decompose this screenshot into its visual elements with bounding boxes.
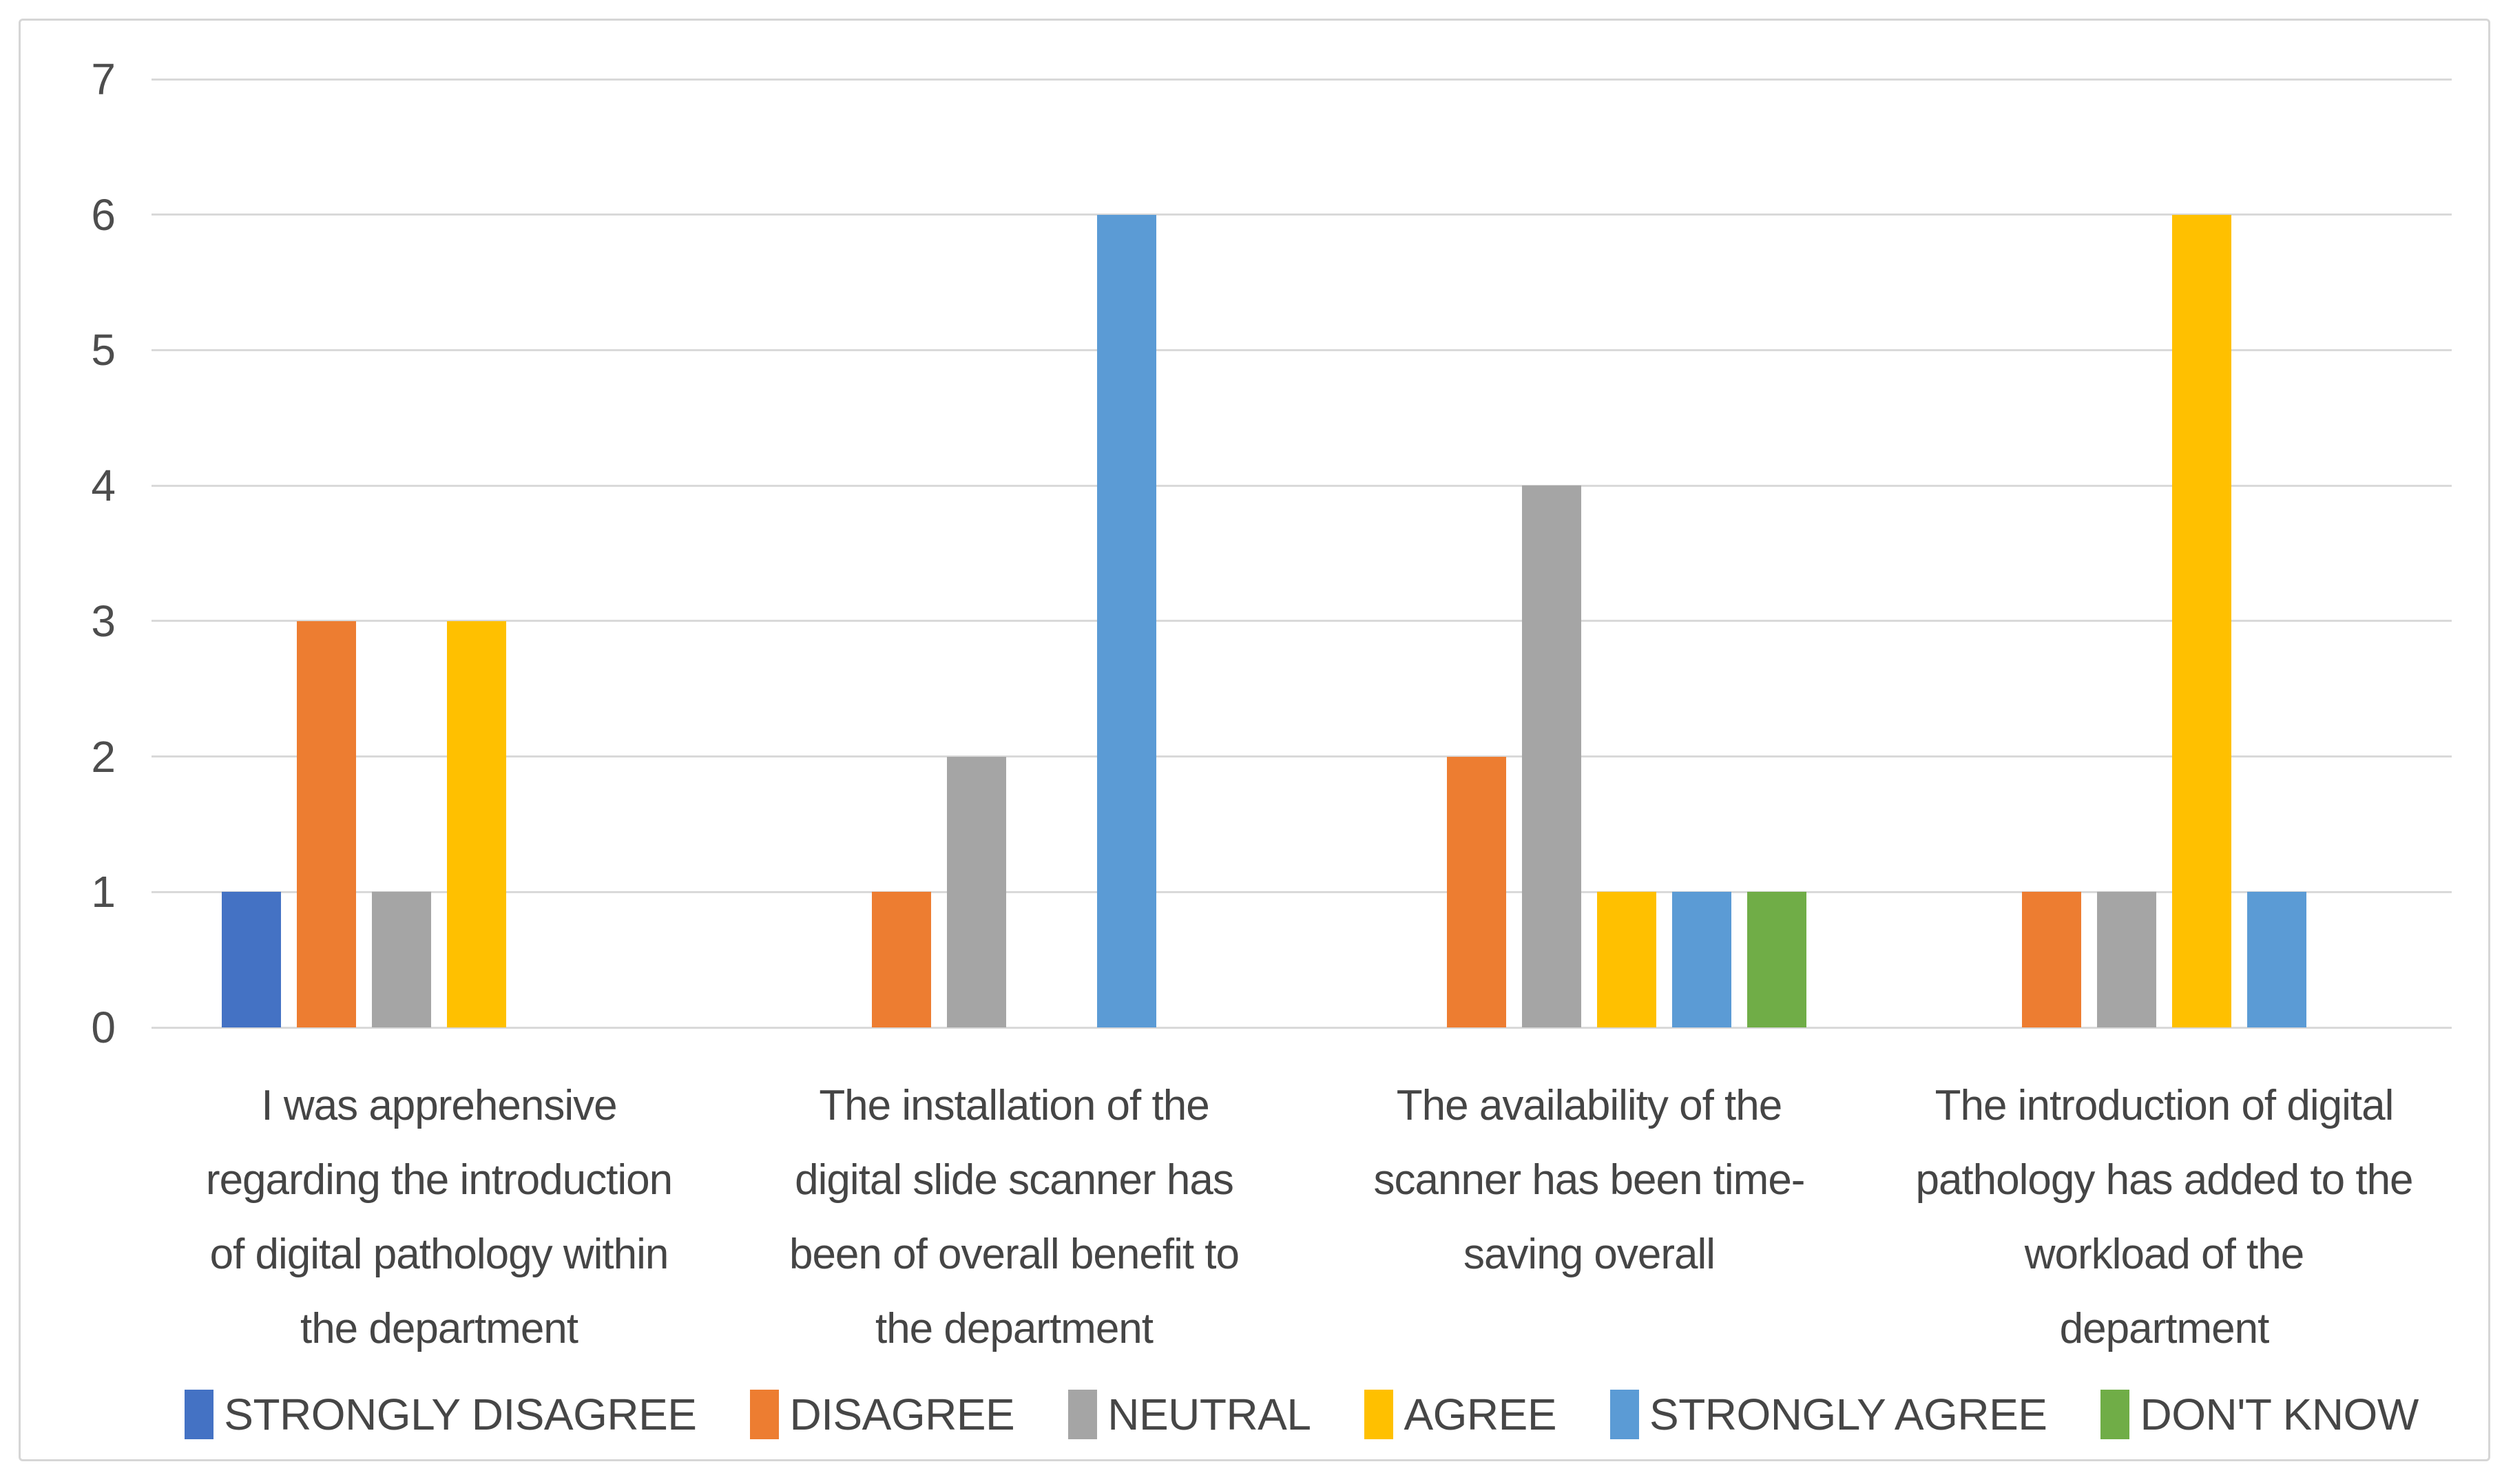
bar-neutral-group2 (947, 756, 1006, 1027)
gridline-4 (152, 484, 2452, 487)
y-axis-tick-6: 6 (91, 189, 116, 240)
bar-strongly-agree-group2 (1097, 214, 1156, 1027)
gridline-7 (152, 78, 2452, 81)
bar-group-3 (1302, 79, 1877, 1027)
legend-item-agree: AGREE (1364, 1389, 1556, 1440)
gridline-3 (152, 620, 2452, 623)
gridline-0 (152, 1026, 2452, 1029)
bar-group-4 (1877, 79, 2452, 1027)
bar-disagree-group3 (1447, 756, 1506, 1027)
gridline-1 (152, 890, 2452, 893)
category-label-4: The introduction of digital pathology ha… (1915, 1082, 2413, 1352)
bar-disagree-group2 (872, 892, 931, 1027)
bar-disagree-group1 (297, 620, 356, 1027)
legend-label-don-t-know: DON'T KNOW (2140, 1390, 2419, 1439)
bar-neutral-group4 (2097, 892, 2156, 1027)
bar-group-2 (727, 79, 1302, 1027)
legend-swatch-disagree (750, 1390, 780, 1439)
y-axis-tick-3: 3 (91, 596, 116, 646)
chart-frame: 0 1 2 3 4 5 6 7 I was apprehensive regarding th… (19, 19, 2490, 1461)
gridline-5 (152, 348, 2452, 351)
legend-item-strongly-disagree: STRONGLY DISAGREE (185, 1389, 697, 1440)
legend-item-neutral: NEUTRAL (1068, 1389, 1311, 1440)
bar-strongly-agree-group3 (1672, 892, 1731, 1027)
bar-neutral-group3 (1522, 485, 1581, 1027)
y-axis-tick-0: 0 (91, 1003, 116, 1052)
legend-swatch-strongly-disagree (185, 1390, 214, 1439)
legend-label-agree: AGREE (1404, 1390, 1556, 1439)
y-axis-tick-5: 5 (91, 325, 116, 375)
bar-agree-group3 (1597, 892, 1656, 1027)
legend-swatch-agree (1364, 1390, 1394, 1439)
y-axis-tick-4: 4 (91, 461, 116, 511)
gridlines (152, 78, 2452, 1029)
x-axis-category-labels: I was apprehensive regarding the introdu… (152, 1069, 2452, 1366)
legend-label-neutral: NEUTRAL (1107, 1390, 1311, 1439)
legend-item-strongly-agree: STRONGLY AGREE (1610, 1389, 2047, 1440)
legend-swatch-strongly-agree (1610, 1390, 1639, 1439)
plot-area (152, 78, 2452, 1029)
y-axis-tick-7: 7 (91, 54, 116, 104)
y-axis-tick-1: 1 (91, 867, 116, 917)
bar-neutral-group1 (372, 892, 431, 1027)
legend-label-strongly-disagree: STRONGLY DISAGREE (224, 1390, 697, 1439)
category-label-2: The installation of the digital slide sc… (789, 1082, 1240, 1352)
gridline-6 (152, 213, 2452, 216)
category-label-1: I was apprehensive regarding the introdu… (205, 1082, 673, 1352)
legend-item-don-t-know: DON'T KNOW (2100, 1389, 2419, 1440)
bar-groups (152, 79, 2452, 1027)
legend-item-disagree: DISAGREE (750, 1389, 1015, 1440)
bar-disagree-group4 (2022, 892, 2081, 1027)
bar-don-t-know-group3 (1747, 892, 1806, 1027)
bar-agree-group1 (447, 620, 506, 1027)
legend-swatch-neutral (1068, 1390, 1098, 1439)
bar-strongly-disagree-group1 (222, 892, 281, 1027)
bar-group-1 (152, 79, 727, 1027)
legend-swatch-don-t-know (2100, 1390, 2130, 1439)
legend: STRONGLY DISAGREE DISAGREE NEUTRAL AGREE STR… (152, 1380, 2452, 1449)
y-axis-tick-2: 2 (91, 731, 116, 782)
bar-agree-group4 (2172, 214, 2231, 1027)
bar-strongly-agree-group4 (2247, 892, 2306, 1027)
legend-label-disagree: DISAGREE (789, 1390, 1015, 1439)
category-label-3: The availability of the scanner has been… (1373, 1082, 1806, 1278)
legend-label-strongly-agree: STRONGLY AGREE (1649, 1390, 2047, 1439)
gridline-2 (152, 755, 2452, 758)
